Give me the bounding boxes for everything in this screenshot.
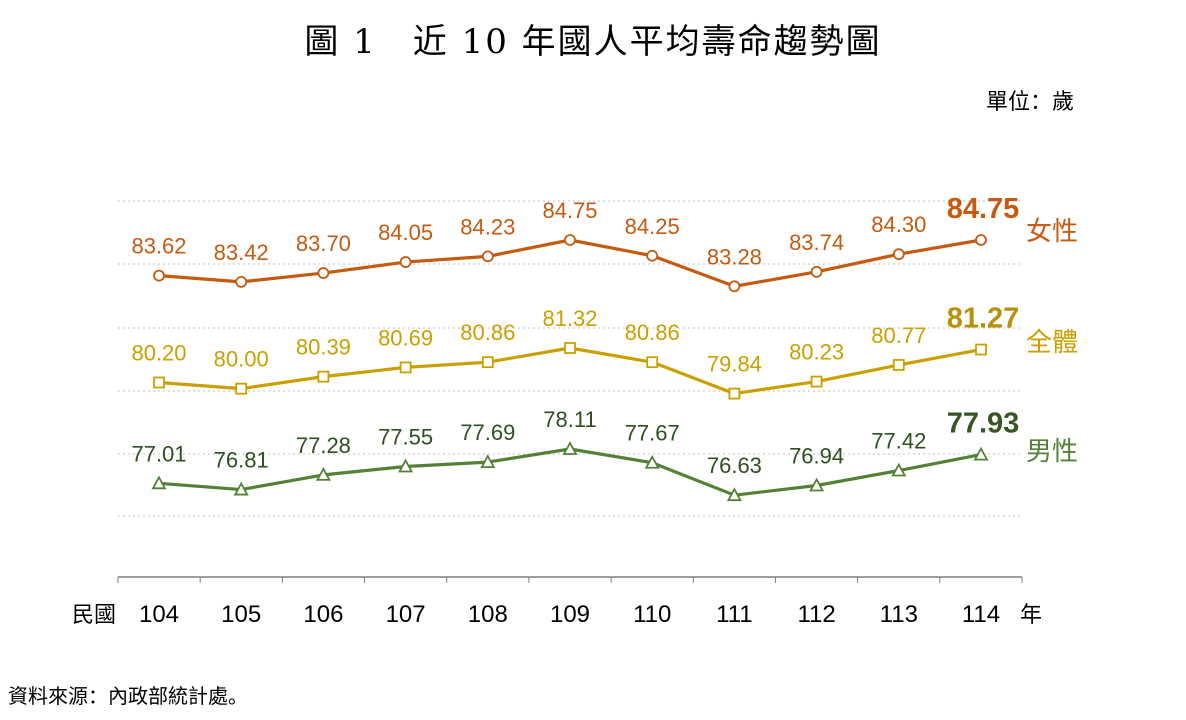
data-label: 80.77 xyxy=(871,323,926,348)
x-tick-label: 111 xyxy=(716,601,752,628)
data-point-marker xyxy=(317,267,330,279)
x-axis-suffix: 年 xyxy=(1020,603,1042,628)
series-line-1 xyxy=(158,346,982,396)
data-label: 77.01 xyxy=(131,441,186,466)
data-label: 76.81 xyxy=(214,448,269,473)
data-label: 84.75 xyxy=(947,193,1020,225)
data-point-marker xyxy=(481,250,494,263)
data-label: 84.30 xyxy=(871,212,926,237)
data-label: 80.86 xyxy=(460,320,515,345)
data-point-marker xyxy=(398,458,414,473)
data-point-marker xyxy=(481,356,494,369)
data-point-marker xyxy=(315,467,331,481)
data-label: 77.28 xyxy=(296,433,351,458)
data-point-marker xyxy=(480,454,496,469)
data-point-marker xyxy=(646,356,659,369)
data-point-marker xyxy=(726,487,742,502)
data-label: 77.69 xyxy=(460,420,515,445)
data-label: 77.42 xyxy=(871,429,926,454)
data-point-marker xyxy=(810,375,823,388)
series-name-label: 男性 xyxy=(1026,437,1078,467)
data-label: 78.11 xyxy=(543,407,596,432)
data-label: 80.39 xyxy=(296,335,351,360)
series-line-2 xyxy=(158,447,982,497)
data-label: 80.00 xyxy=(214,347,269,372)
data-label: 80.20 xyxy=(131,340,186,365)
data-label: 83.74 xyxy=(789,230,844,255)
data-label: 81.27 xyxy=(947,303,1020,335)
data-point-marker xyxy=(975,343,987,356)
x-tick-label: 106 xyxy=(303,601,343,628)
unit-label: 單位：歲 xyxy=(985,90,1074,115)
x-tick-label: 110 xyxy=(633,601,671,628)
x-tick-label: 105 xyxy=(221,601,261,628)
data-point-marker xyxy=(892,248,905,261)
data-label: 83.28 xyxy=(707,244,762,269)
data-point-marker xyxy=(891,462,907,477)
data-label: 80.23 xyxy=(789,340,844,365)
data-point-marker xyxy=(973,446,989,461)
data-label: 84.05 xyxy=(378,220,433,245)
data-point-marker xyxy=(564,342,576,354)
x-tick-label: 107 xyxy=(386,601,426,628)
source-note: 資料來源：內政部統計處。 xyxy=(8,684,248,708)
data-point-marker xyxy=(562,441,578,455)
x-tick-label: 104 xyxy=(139,601,179,628)
data-label: 83.42 xyxy=(214,240,269,265)
series-name-label: 全體 xyxy=(1026,328,1078,358)
x-axis-prefix: 民國 xyxy=(72,603,116,628)
x-tick-label: 112 xyxy=(797,601,835,628)
data-point-marker xyxy=(644,454,660,469)
data-label: 77.67 xyxy=(625,421,680,446)
data-point-marker xyxy=(235,275,248,288)
data-point-marker xyxy=(728,387,741,400)
data-point-marker xyxy=(810,265,823,278)
x-tick-label: 108 xyxy=(468,601,508,628)
data-label: 76.94 xyxy=(789,444,844,469)
data-label: 77.93 xyxy=(947,408,1020,440)
data-point-marker xyxy=(809,477,825,492)
data-point-marker xyxy=(399,361,412,374)
data-point-marker xyxy=(153,269,165,282)
x-tick-label: 109 xyxy=(550,601,590,628)
data-label: 80.86 xyxy=(625,320,680,345)
chart-title: 圖 1 近 10 年國人平均壽命趨勢圖 xyxy=(304,22,882,62)
data-label: 84.75 xyxy=(542,198,597,223)
data-point-marker xyxy=(646,249,659,262)
data-point-marker xyxy=(151,475,167,490)
series-name-label: 女性 xyxy=(1026,217,1078,247)
data-point-marker xyxy=(153,376,165,389)
data-point-marker xyxy=(892,359,905,371)
data-point-marker xyxy=(399,256,412,268)
data-label: 79.84 xyxy=(707,352,762,377)
data-point-marker xyxy=(233,481,249,496)
data-label: 83.70 xyxy=(296,231,351,256)
data-point-marker xyxy=(728,280,741,293)
x-tick-label: 114 xyxy=(962,601,1000,628)
x-tick-label: 113 xyxy=(880,601,918,628)
data-label: 76.63 xyxy=(707,453,762,478)
data-label: 81.32 xyxy=(542,306,597,331)
data-point-marker xyxy=(235,382,248,395)
data-label: 83.62 xyxy=(131,234,186,259)
data-point-marker xyxy=(564,234,576,246)
data-label: 84.23 xyxy=(460,214,515,239)
data-label: 77.55 xyxy=(378,424,433,449)
data-label: 84.25 xyxy=(625,214,680,239)
data-point-marker xyxy=(317,370,330,383)
data-label: 80.69 xyxy=(378,325,433,350)
series-line-0 xyxy=(158,238,982,288)
data-point-marker xyxy=(975,234,987,246)
